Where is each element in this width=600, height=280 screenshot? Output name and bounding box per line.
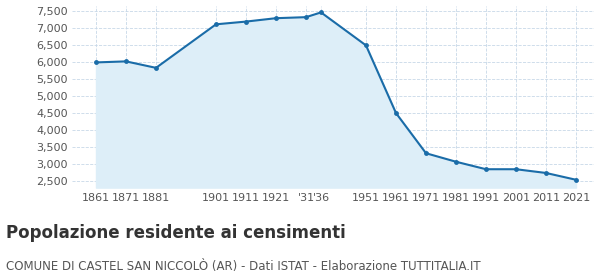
Text: Popolazione residente ai censimenti: Popolazione residente ai censimenti (6, 224, 346, 242)
Text: COMUNE DI CASTEL SAN NICCOLÒ (AR) - Dati ISTAT - Elaborazione TUTTITALIA.IT: COMUNE DI CASTEL SAN NICCOLÒ (AR) - Dati… (6, 260, 481, 273)
